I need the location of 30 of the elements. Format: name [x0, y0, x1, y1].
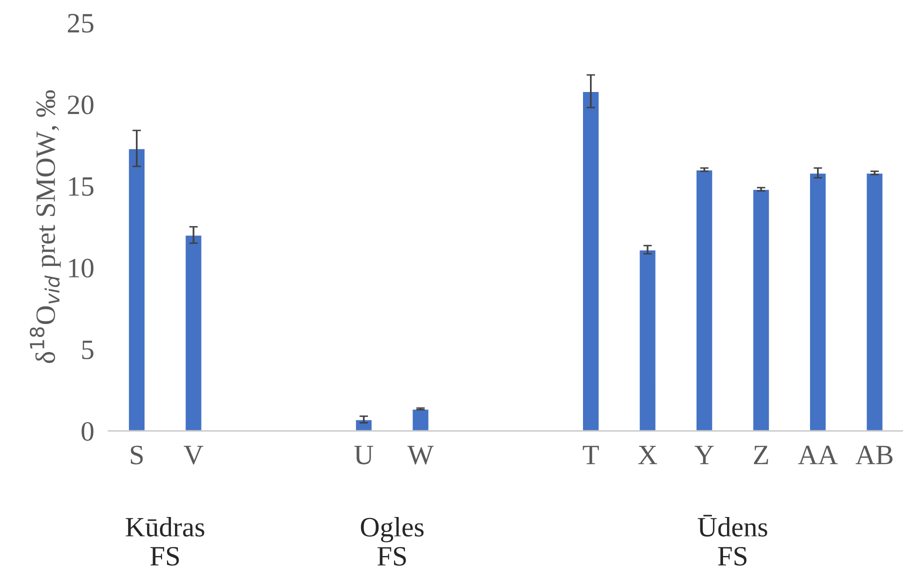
- x-tick-label: Y: [694, 446, 714, 464]
- x-tick-label: AA: [798, 446, 838, 464]
- bar: [411, 408, 430, 431]
- bar: [128, 148, 146, 431]
- bar: [808, 172, 828, 431]
- x-tick-label: W: [407, 446, 434, 465]
- text: Kūdras FS: [126, 517, 204, 566]
- bar: [695, 168, 714, 431]
- x-tick-label: X: [638, 446, 658, 464]
- bar: [752, 188, 770, 431]
- x-tick-label: U: [354, 446, 374, 464]
- y-tick-label: 10: [69, 258, 94, 278]
- bar: [354, 418, 373, 431]
- y-tick-label: 5: [82, 340, 94, 360]
- text: Ūdens FS: [698, 514, 768, 566]
- text: Ogles FS: [360, 517, 424, 566]
- bar: [865, 172, 884, 431]
- x-tick-label: T: [582, 446, 599, 464]
- bar: [184, 234, 203, 431]
- x-tick-label: S: [130, 446, 143, 464]
- y-tick-label: 25: [68, 14, 94, 33]
- y-axis-title: δ$^{18}$O$_{vid}$ pret SMOW, ‰: [30, 90, 61, 363]
- x-tick-label: Z: [754, 446, 768, 464]
- x-tick-label: AB: [856, 446, 893, 464]
- y-tick-label: 0: [82, 422, 94, 441]
- y-tick-label: 20: [68, 95, 94, 114]
- x-tick-label: V: [184, 446, 204, 465]
- bar: [582, 90, 600, 431]
- bar: [638, 248, 657, 431]
- y-tick-label: 15: [69, 177, 94, 196]
